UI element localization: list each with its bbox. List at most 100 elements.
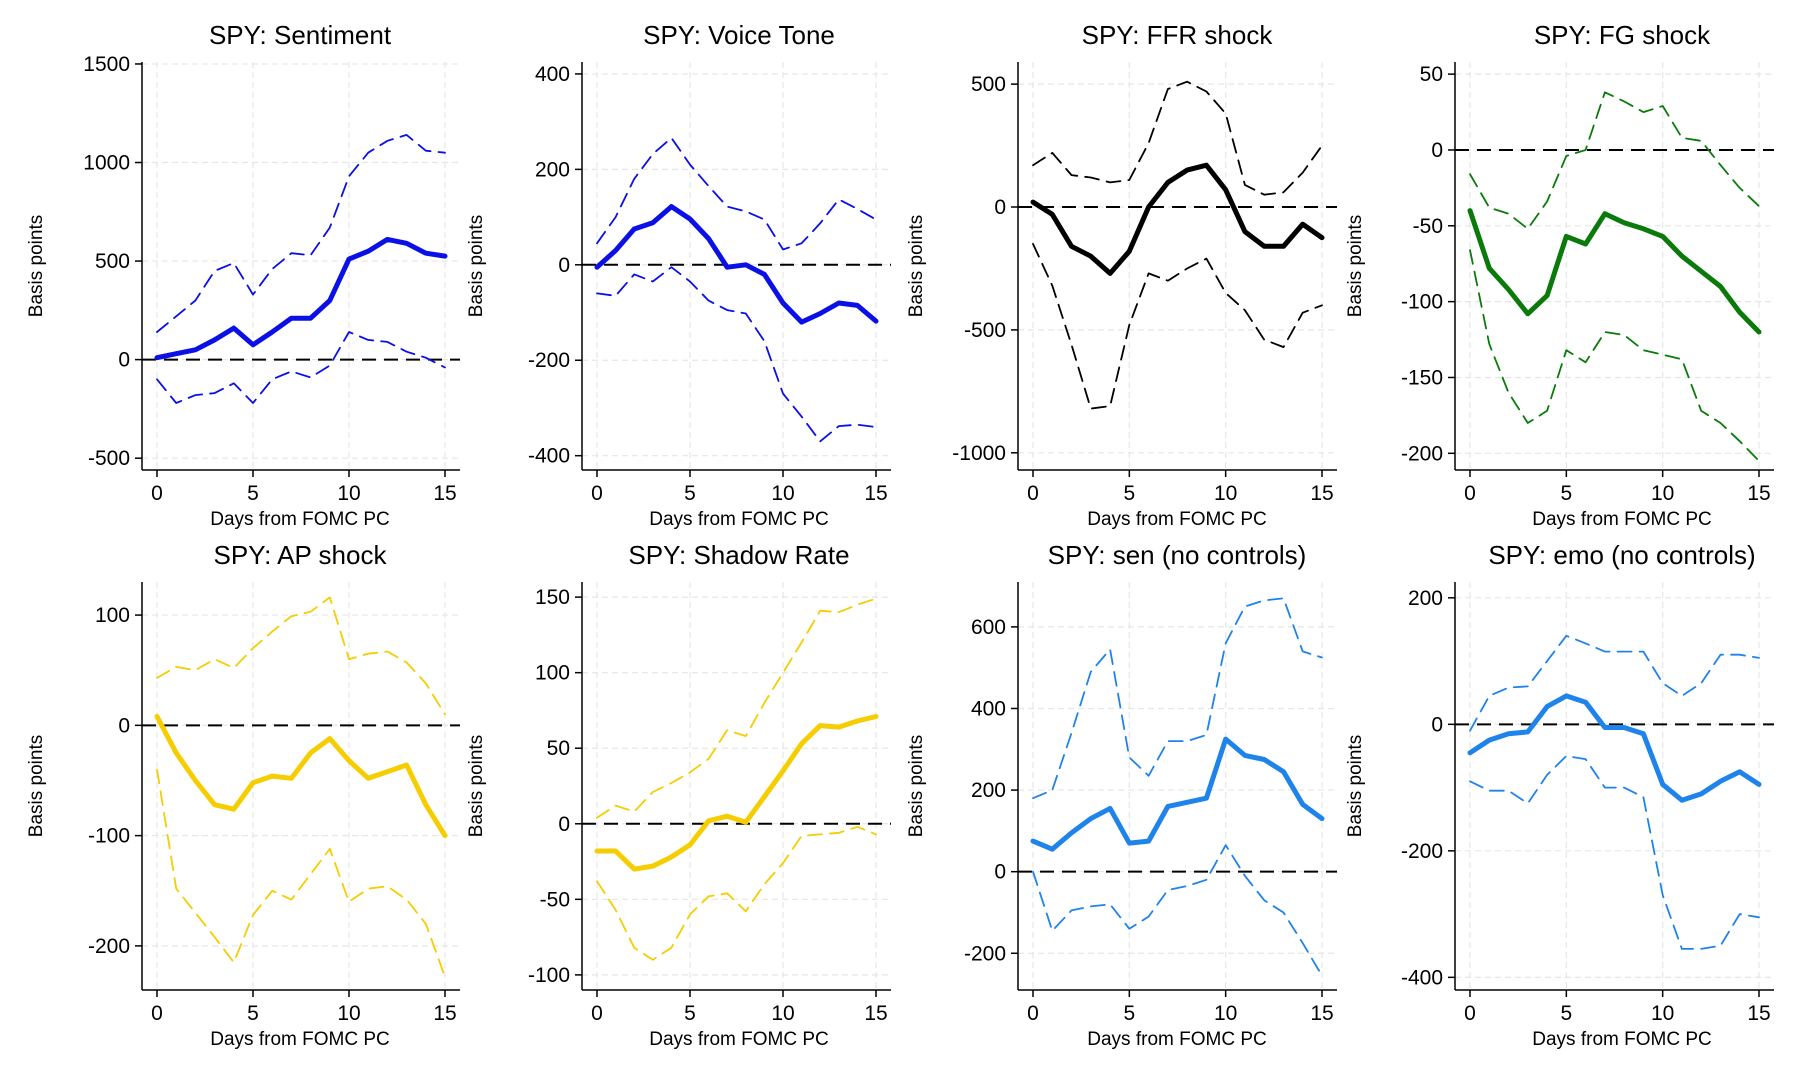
x-tick-label: 0 [151, 482, 163, 505]
series-line-estimate [1033, 165, 1322, 273]
y-tick-label: 500 [95, 250, 130, 273]
x-axis-label: Days from FOMC PC [210, 509, 389, 530]
y-tick-label: -1000 [952, 442, 1006, 465]
y-tick-label: 0 [558, 813, 570, 836]
panel-spy-ap-shock: -200 -100 0 100 0 5 10 15 SPY: AP shock Days from… [26, 540, 460, 1050]
x-tick-label: 10 [337, 482, 360, 505]
y-tick-label: 100 [95, 604, 130, 627]
y-tick-label: 1500 [83, 53, 130, 76]
x-axis-label: Days from FOMC PC [210, 1029, 389, 1050]
series-line-upper [597, 138, 876, 250]
y-tick-label: 400 [971, 697, 1006, 720]
panel-spy-voice-tone: -400 -200 0 200 400 0 5 10 15 SPY: Voice Tone Days… [466, 20, 891, 530]
series-line-lower [1033, 244, 1322, 409]
series-line-upper [157, 135, 445, 332]
chart-title: SPY: emo (no controls) [1488, 540, 1755, 570]
y-tick-label: 200 [971, 779, 1006, 802]
x-tick-label: 10 [771, 482, 794, 505]
chart-title: SPY: Shadow Rate [628, 540, 849, 570]
x-tick-label: 15 [433, 482, 456, 505]
chart-title: SPY: Voice Tone [643, 20, 835, 50]
y-tick-label: 100 [535, 662, 570, 685]
y-tick-label: 0 [118, 714, 130, 737]
series-line-estimate [1033, 739, 1322, 849]
x-tick-label: 0 [1027, 482, 1039, 505]
chart-title: SPY: FG shock [1534, 20, 1711, 50]
y-tick-label: -50 [540, 888, 570, 911]
x-tick-label: 10 [1214, 1002, 1237, 1025]
x-tick-label: 10 [771, 1002, 794, 1025]
panel-spy-fg-shock: -200 -150 -100 -50 0 50 0 5 10 15 SPY: FG shock Day… [1345, 20, 1774, 530]
y-tick-label: 200 [1408, 587, 1443, 610]
x-tick-label: 10 [1651, 1002, 1674, 1025]
series-line-estimate [157, 717, 445, 836]
x-tick-label: 5 [1560, 482, 1572, 505]
x-tick-label: 5 [247, 1002, 259, 1025]
x-tick-label: 10 [1214, 482, 1237, 505]
y-axis-label: Basis points [906, 215, 927, 317]
series-line-estimate [1470, 211, 1759, 332]
y-tick-label: -50 [1413, 215, 1443, 238]
y-tick-label: -500 [88, 447, 130, 470]
x-tick-label: 15 [864, 1002, 887, 1025]
x-axis-label: Days from FOMC PC [1087, 1029, 1266, 1050]
y-tick-label: 0 [994, 196, 1006, 219]
y-tick-label: 600 [971, 616, 1006, 639]
y-tick-label: -200 [528, 349, 570, 372]
x-tick-label: 0 [1464, 482, 1476, 505]
y-tick-label: -500 [964, 319, 1006, 342]
series-line-upper [597, 599, 876, 818]
y-tick-label: 200 [535, 158, 570, 181]
x-tick-label: 15 [864, 482, 887, 505]
x-tick-label: 0 [591, 1002, 603, 1025]
y-tick-label: 0 [1431, 713, 1443, 736]
series-line-upper [1470, 636, 1759, 731]
y-tick-label: 0 [1431, 139, 1443, 162]
y-tick-label: 50 [1420, 63, 1443, 86]
x-tick-label: 15 [1747, 1002, 1770, 1025]
x-tick-label: 0 [591, 482, 603, 505]
x-tick-label: 5 [1560, 1002, 1572, 1025]
panel-spy-sen-no-controls: -200 0 200 400 600 0 5 10 15 SPY: sen (no control… [906, 540, 1337, 1050]
y-tick-label: -100 [528, 964, 570, 987]
y-tick-label: -400 [1401, 966, 1443, 989]
series-line-estimate [1470, 696, 1759, 800]
y-axis-label: Basis points [1345, 735, 1366, 837]
y-tick-label: -150 [1401, 366, 1443, 389]
y-tick-label: -100 [1401, 291, 1443, 314]
x-tick-label: 10 [1651, 482, 1674, 505]
panel-spy-emo-no-controls: -400 -200 0 200 0 5 10 15 SPY: emo (no controls)… [1345, 540, 1774, 1050]
chart-title: SPY: AP shock [214, 540, 388, 570]
y-axis-label: Basis points [466, 215, 487, 317]
x-tick-label: 5 [1123, 482, 1135, 505]
series-line-lower [157, 332, 445, 403]
y-tick-label: -200 [964, 942, 1006, 965]
series-line-lower [1033, 845, 1322, 976]
series-line-upper [157, 597, 445, 714]
x-tick-label: 0 [151, 1002, 163, 1025]
x-tick-label: 0 [1027, 1002, 1039, 1025]
x-tick-label: 5 [1123, 1002, 1135, 1025]
x-tick-label: 15 [1310, 482, 1333, 505]
x-tick-label: 0 [1464, 1002, 1476, 1025]
x-tick-label: 15 [433, 1002, 456, 1025]
y-axis-label: Basis points [466, 735, 487, 837]
x-axis-label: Days from FOMC PC [649, 1029, 828, 1050]
series-line-lower [157, 770, 445, 977]
series-line-upper [1470, 92, 1759, 229]
y-axis-label: Basis points [1345, 215, 1366, 317]
chart-title: SPY: sen (no controls) [1048, 540, 1307, 570]
y-tick-label: 0 [994, 861, 1006, 884]
x-tick-label: 5 [247, 482, 259, 505]
y-tick-label: 0 [558, 254, 570, 277]
chart-title: SPY: FFR shock [1082, 20, 1274, 50]
x-tick-label: 5 [684, 482, 696, 505]
y-tick-label: -400 [528, 445, 570, 468]
y-tick-label: 150 [535, 586, 570, 609]
y-tick-label: -200 [88, 935, 130, 958]
y-tick-label: 400 [535, 63, 570, 86]
x-axis-label: Days from FOMC PC [1532, 1029, 1711, 1050]
chart-title: SPY: Sentiment [209, 20, 392, 50]
